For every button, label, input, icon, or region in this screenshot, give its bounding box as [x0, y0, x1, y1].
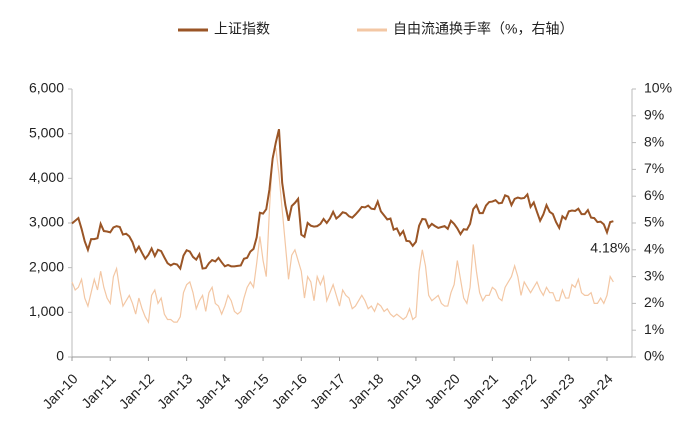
x-tick-label: Jan-18	[345, 370, 387, 412]
y2-tick-label: 2%	[644, 294, 664, 310]
x-tick-label: Jan-17	[307, 370, 349, 412]
legend-label: 上证指数	[214, 21, 270, 37]
x-tick-label: Jan-21	[460, 370, 502, 412]
x-tick-label: Jan-14	[192, 370, 234, 412]
x-tick-label: Jan-13	[154, 370, 196, 412]
y2-tick-label: 6%	[644, 187, 664, 203]
x-tick-label: Jan-16	[268, 370, 310, 412]
y2-tick-label: 0%	[644, 348, 664, 364]
x-tick-label: Jan-24	[574, 370, 616, 412]
y-tick-label: 3,000	[29, 214, 64, 230]
y2-tick-label: 3%	[644, 267, 664, 283]
series-line	[71, 147, 614, 324]
x-tick-label: Jan-11	[78, 370, 119, 411]
legend-label: 自由流通换手率（%，右轴）	[393, 21, 573, 37]
y2-tick-label: 7%	[644, 160, 664, 176]
annotation: 4.18%	[590, 240, 630, 256]
x-tick-label: Jan-10	[39, 370, 81, 412]
y2-tick-label: 1%	[644, 321, 664, 337]
y-tick-label: 4,000	[29, 169, 64, 185]
y-tick-label: 5,000	[29, 124, 64, 140]
x-tick-label: Jan-20	[421, 370, 463, 412]
y2-tick-label: 9%	[644, 107, 664, 123]
x-tick-label: Jan-23	[536, 370, 578, 412]
y2-tick-label: 10%	[644, 80, 672, 96]
x-tick-label: Jan-22	[498, 370, 540, 412]
series-line	[71, 128, 614, 271]
y-tick-label: 2,000	[29, 258, 64, 274]
y-tick-label: 6,000	[29, 80, 64, 96]
x-tick-label: Jan-19	[383, 370, 425, 412]
x-tick-label: Jan-12	[116, 370, 158, 412]
y2-tick-label: 4%	[644, 241, 664, 257]
x-tick-label: Jan-15	[230, 370, 272, 412]
y2-tick-label: 5%	[644, 214, 664, 230]
y-tick-label: 0	[56, 348, 64, 364]
y-tick-label: 1,000	[29, 303, 64, 319]
y2-tick-label: 8%	[644, 133, 664, 149]
